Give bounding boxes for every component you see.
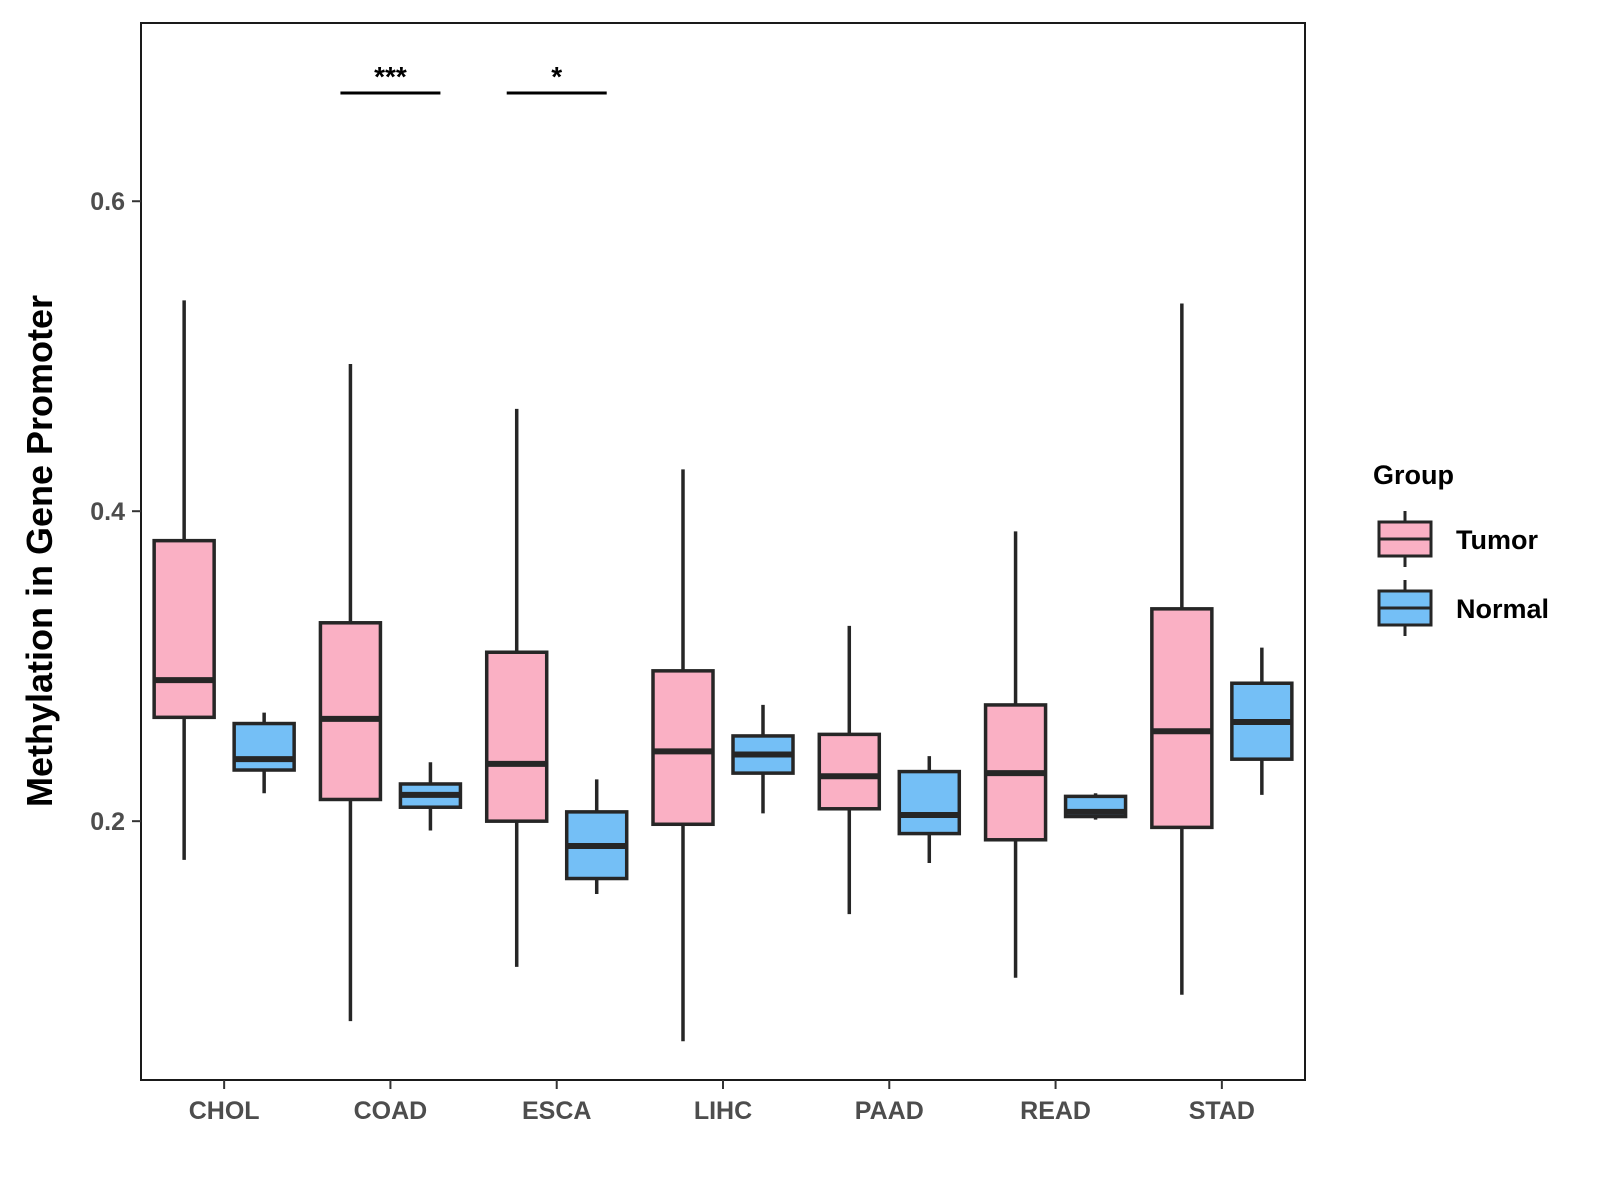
plot-panel bbox=[140, 22, 1306, 1081]
box-chol-normal bbox=[232, 712, 296, 794]
y-tick-label: 0.6 bbox=[90, 188, 125, 216]
iqr-box-stad-tumor bbox=[1150, 607, 1214, 830]
legend-label-normal: Normal bbox=[1456, 594, 1549, 624]
legend-item-normal: Normal bbox=[1377, 580, 1549, 636]
box-chol-tumor bbox=[152, 300, 216, 860]
significance-annotations: *** * bbox=[340, 61, 607, 95]
iqr-box-paad-normal bbox=[897, 769, 962, 836]
box-coad-normal bbox=[398, 762, 463, 831]
iqr-box-chol-tumor bbox=[152, 538, 216, 720]
legend-label-tumor: Tumor bbox=[1456, 525, 1538, 555]
iqr-box-lihc-tumor bbox=[651, 669, 715, 827]
x-tick-label-read: READ bbox=[1020, 1097, 1091, 1125]
iqr-box-coad-tumor bbox=[318, 621, 383, 802]
x-tick-label-paad: PAAD bbox=[855, 1097, 924, 1125]
x-tick-label-lihc: LIHC bbox=[694, 1097, 752, 1125]
y-tick-label: 0.4 bbox=[90, 498, 125, 526]
box-paad-normal bbox=[897, 756, 962, 864]
x-tick-label-chol: CHOL bbox=[189, 1097, 260, 1125]
legend-title: Group bbox=[1373, 460, 1454, 490]
axes: 0.2 0.4 0.6 CHOL COAD ESCA LIHC PAAD READ STAD bbox=[90, 188, 1255, 1125]
x-tick-label-esca: ESCA bbox=[522, 1097, 591, 1125]
legend-items: Tumor Normal bbox=[1377, 511, 1549, 636]
box-coad-tumor bbox=[318, 363, 383, 1022]
iqr-box-chol-normal bbox=[232, 721, 296, 772]
legend-item-tumor: Tumor bbox=[1377, 511, 1538, 567]
significance-label: * bbox=[551, 61, 562, 92]
box-esca-tumor bbox=[484, 408, 549, 967]
significance-esca: * bbox=[506, 61, 607, 95]
y-tick-label: 0.2 bbox=[90, 808, 125, 836]
box-lihc-normal bbox=[731, 704, 795, 814]
significance-label: *** bbox=[374, 61, 407, 92]
x-tick-label-coad: COAD bbox=[354, 1097, 428, 1125]
box-read-normal bbox=[1063, 793, 1128, 820]
iqr-box-esca-tumor bbox=[484, 650, 549, 823]
box-paad-tumor bbox=[817, 625, 882, 915]
box-stad-tumor bbox=[1150, 303, 1214, 995]
significance-coad: *** bbox=[340, 61, 441, 95]
box-stad-normal bbox=[1230, 647, 1294, 795]
x-tick-label-stad: STAD bbox=[1189, 1097, 1255, 1125]
box-lihc-tumor bbox=[651, 469, 715, 1042]
legend: Group Tumor Normal bbox=[1373, 460, 1549, 636]
box-read-tumor bbox=[983, 531, 1048, 978]
boxes-layer bbox=[152, 300, 1294, 1042]
iqr-box-paad-tumor bbox=[817, 732, 882, 811]
y-axis-label: Methylation in Gene Promoter bbox=[19, 295, 60, 807]
box-esca-normal bbox=[564, 779, 629, 895]
